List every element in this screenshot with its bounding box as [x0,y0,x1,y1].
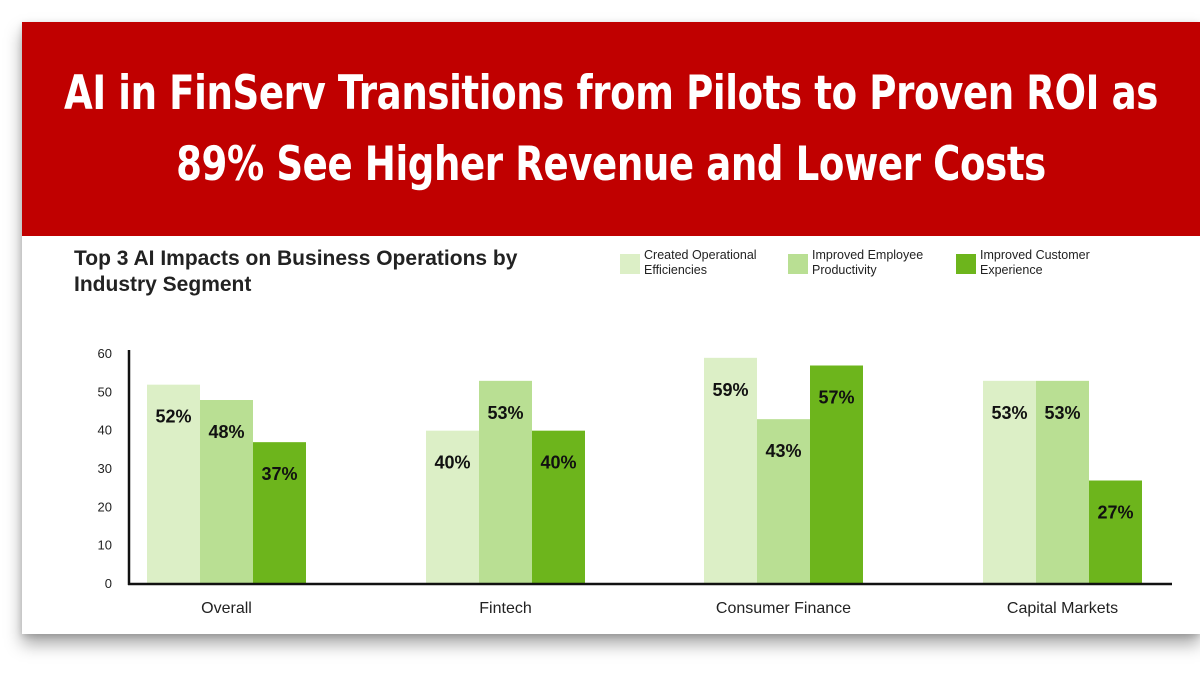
chart-legend: Created Operational Efficiencies Improve… [620,248,1110,278]
category-label: Consumer Finance [716,600,851,617]
legend-label: Created Operational Efficiencies [644,248,757,277]
data-label: 57% [818,388,854,408]
data-label: 27% [1097,503,1133,523]
data-label: 52% [155,407,191,427]
data-label: 59% [712,380,748,400]
bar [253,442,306,584]
y-tick-label: 40 [98,423,112,438]
headline: AI in FinServ Transitions from Pilots to… [63,66,1159,192]
bar [1036,380,1089,584]
y-tick-label: 10 [98,538,112,553]
chart-title: Top 3 AI Impacts on Business Operations … [74,247,518,296]
legend-label: Improved Employee Productivity [812,248,924,277]
bar [147,384,200,584]
category-label: Capital Markets [1007,600,1118,617]
legend-swatch [956,254,976,274]
legend-label: Improved Customer Experience [980,248,1090,277]
data-label: 48% [208,422,244,442]
y-tick-label: 0 [105,576,112,591]
data-label: 40% [434,453,470,473]
bar [757,419,810,584]
legend-swatch [788,254,808,274]
legend-item-operational-efficiencies: Created Operational Efficiencies [620,248,774,278]
data-label: 53% [991,403,1027,423]
legend-item-employee-productivity: Improved Employee Productivity [788,248,942,278]
legend-item-customer-experience: Improved Customer Experience [956,248,1110,278]
y-tick-label: 20 [98,499,112,514]
category-label: Overall [201,600,252,617]
data-label: 40% [540,453,576,473]
bar [479,380,532,584]
y-tick-label: 60 [98,346,112,361]
bar [983,380,1036,584]
y-tick-label: 50 [98,384,112,399]
headline-banner: AI in FinServ Transitions from Pilots to… [22,22,1200,236]
bar [532,430,585,584]
data-label: 37% [261,464,297,484]
legend-swatch [620,254,640,274]
y-tick-label: 30 [98,461,112,476]
bar [200,400,253,584]
bar [1089,480,1142,584]
bar [810,365,863,584]
data-label: 53% [1044,403,1080,423]
bar [704,357,757,584]
data-label: 43% [765,441,801,461]
bar [426,430,479,584]
category-label: Fintech [479,600,531,617]
data-label: 53% [487,403,523,423]
